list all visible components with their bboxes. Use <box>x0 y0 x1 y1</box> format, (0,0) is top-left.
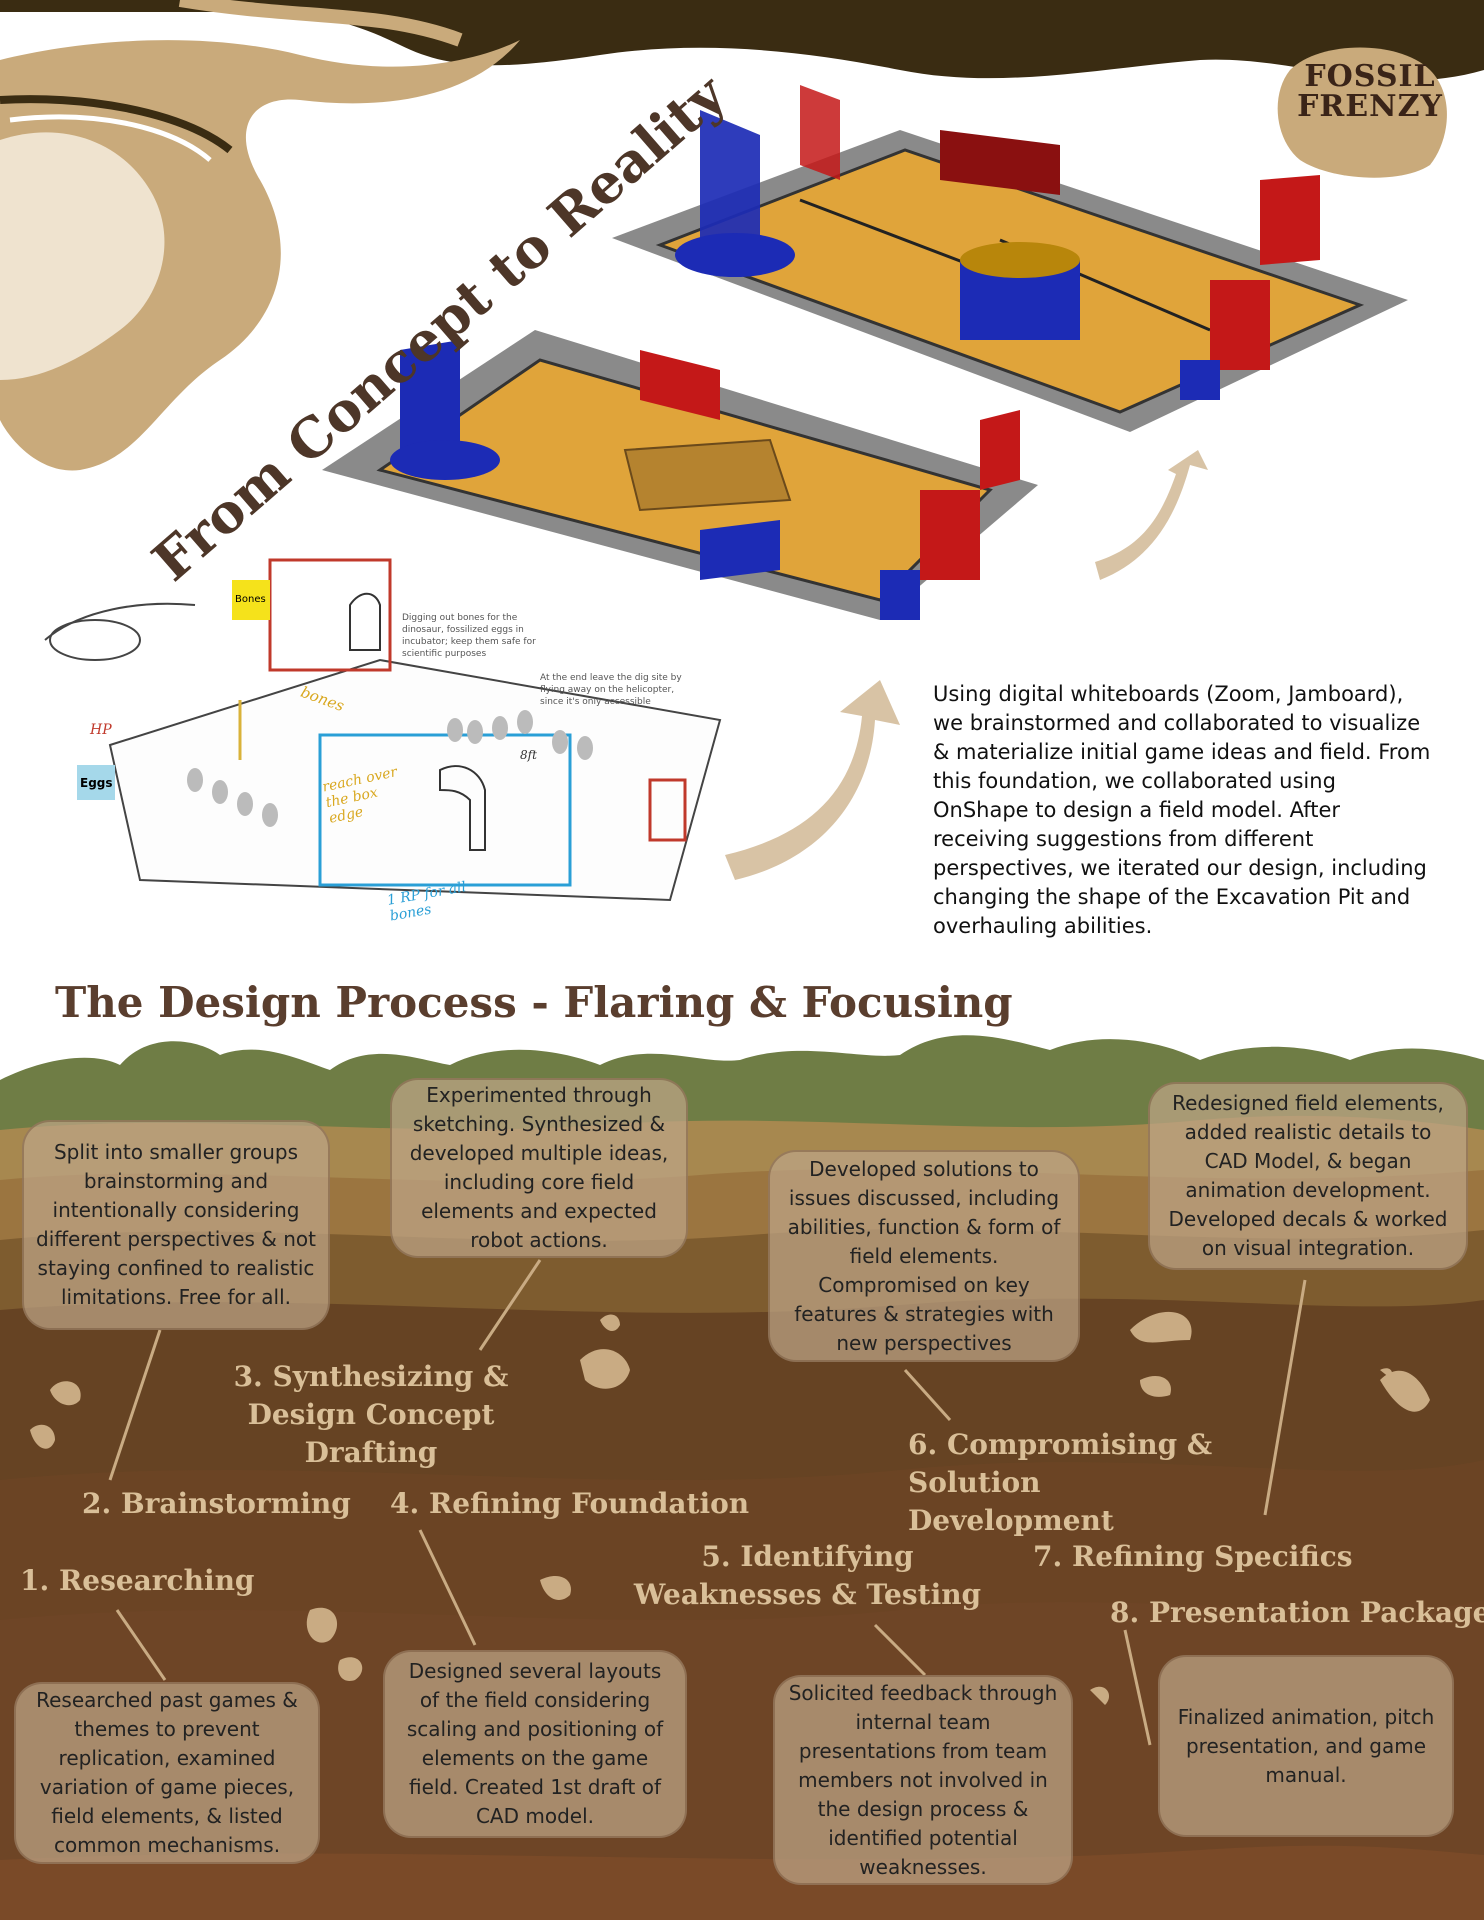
step-1-label: 1. Researching <box>20 1564 255 1597</box>
step-6-description: Developed solutions to issues discussed,… <box>768 1150 1080 1362</box>
intro-paragraph: Using digital whiteboards (Zoom, Jamboar… <box>933 682 1431 938</box>
fossil-frenzy-logo: FOSSIL FRENZY <box>1290 62 1450 122</box>
soil-layer-7 <box>0 1845 1484 1920</box>
step-5-description: Solicited feedback through internal team… <box>773 1675 1073 1885</box>
arrow-upper <box>1095 450 1208 580</box>
step-3-description: Experimented through sketching. Synthesi… <box>390 1078 688 1258</box>
step-2-description: Split into smaller groups brainstorming … <box>22 1120 330 1330</box>
cad-field-final <box>612 85 1408 432</box>
fossil-fragments <box>30 1311 1430 1705</box>
sketch-note-1: Digging out bones for the dinosaur, foss… <box>402 613 536 659</box>
step-1-description: Researched past games & themes to preven… <box>14 1682 320 1864</box>
sketch-tag-eggs: Eggs <box>80 776 113 790</box>
swirl-decoration <box>0 40 520 471</box>
logo-rock <box>1277 47 1447 178</box>
sketch-hand-hp: HP <box>90 722 112 738</box>
step-5-label: 5. Identifying Weaknesses & Testing <box>633 1540 982 1611</box>
step-4-label: 4. Refining Foundation <box>390 1487 750 1520</box>
step-3-label: 3. Synthesizing & Design Concept Draftin… <box>233 1360 509 1469</box>
connector-lines <box>108 1259 1307 1746</box>
concept-sketch <box>44 558 722 902</box>
sketch-hand-8ft: 8ft <box>520 748 537 762</box>
logo-line-2: FRENZY <box>1297 89 1443 124</box>
step-7-label: 7. Refining Specifics <box>1033 1540 1353 1573</box>
sketch-tag-bones: Bones <box>235 594 266 605</box>
grass-hills <box>0 1035 1484 1150</box>
cad-field-draft <box>322 330 1038 620</box>
step-8-description: Finalized animation, pitch presentation,… <box>1158 1655 1454 1837</box>
arrow-lower <box>725 680 900 880</box>
step-7-description: Redesigned field elements, added realist… <box>1148 1082 1468 1270</box>
soil-layer-6 <box>0 1600 1484 1920</box>
logo-line-1: FOSSIL <box>1304 59 1436 94</box>
step-4-description: Designed several layouts of the field co… <box>383 1650 687 1838</box>
step-6-label: 6. Compromising & Solution Development <box>908 1428 1213 1537</box>
step-2-label: 2. Brainstorming <box>82 1487 351 1520</box>
section-title: The Design Process - Flaring & Focusing <box>55 978 1013 1027</box>
step-8-label: 8. Presentation Package <box>1110 1596 1484 1629</box>
sketch-note-2: At the end leave the dig site by flying … <box>540 673 682 707</box>
